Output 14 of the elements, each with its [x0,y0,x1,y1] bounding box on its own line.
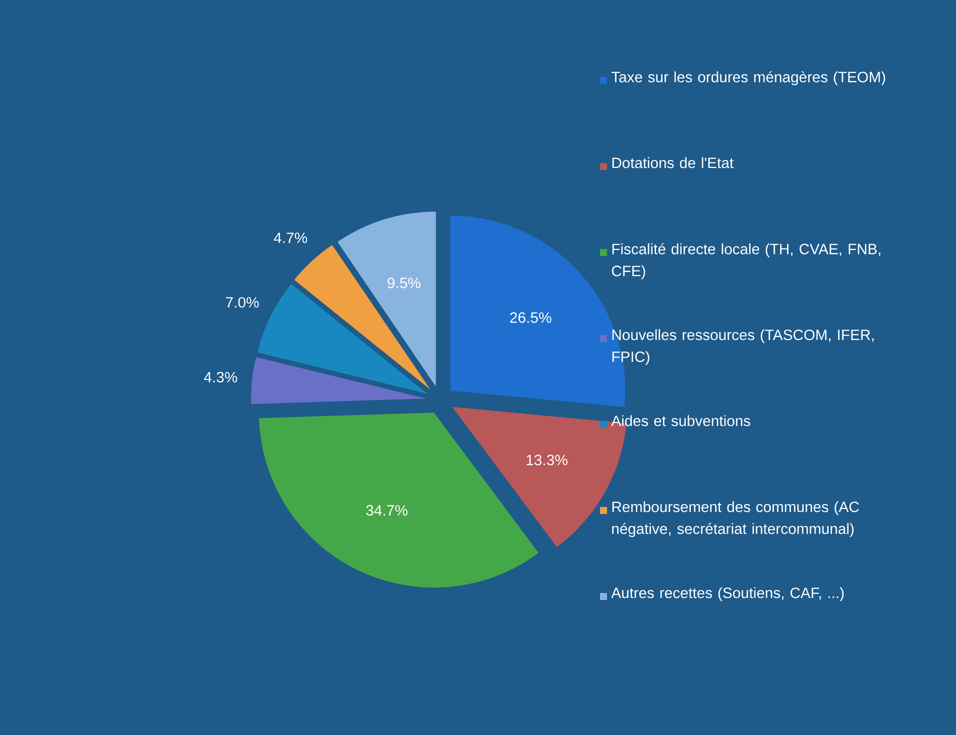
data-label: 7.0% [226,297,259,308]
legend-label: Fiscalité directe locale (TH, CVAE, FNB, CFE) [612,243,880,280]
data-label: 26.5% [510,312,552,323]
legend-label: Nouvelles ressources (TASCOM, IFER, FPIC) [612,329,874,366]
legend-label: Autres recettes (Soutiens, CAF, ...) [611,587,844,602]
legend-label: Dotations de l'Etat [612,157,734,168]
data-label: 4.7% [274,232,308,244]
legend-label: Aides et subventions [611,415,750,426]
data-label: 34.7% [366,505,408,516]
data-label: 4.3% [204,372,238,382]
legend-label: Remboursement des communes (AC négative, secrétariat intercommunal) [612,501,859,538]
data-label: 13.3% [526,454,568,466]
data-label: 9.5% [388,278,420,288]
legend-label: Taxe sur les ordures ménagères (TEOM) [612,71,886,86]
